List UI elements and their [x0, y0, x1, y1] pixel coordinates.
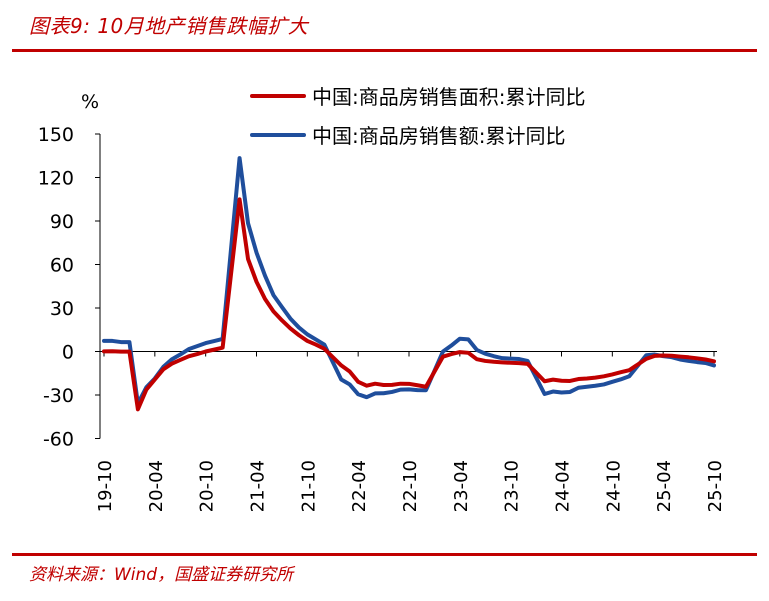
y-axis-unit: % [81, 91, 99, 113]
y-tick-label: 90 [50, 211, 74, 233]
title-divider [12, 49, 757, 52]
x-tick-label: 21-10 [298, 460, 319, 512]
x-tick-label: 25-04 [654, 460, 675, 512]
x-tick-label: 22-04 [349, 460, 370, 512]
x-tick-label: 21-04 [248, 460, 269, 512]
x-tick-label: 23-10 [502, 460, 523, 512]
y-tick-label: 150 [38, 124, 74, 146]
x-tick-label: 23-04 [451, 460, 472, 512]
x-tick-label: 24-10 [603, 460, 624, 512]
source-divider [12, 553, 757, 556]
x-tick-label: 24-04 [553, 460, 574, 512]
x-tick-label: 19-10 [95, 460, 116, 512]
y-tick-label: -30 [43, 385, 74, 407]
y-tick-label: 120 [38, 168, 74, 190]
legend-label: 中国:商品房销售额:累计同比 [312, 124, 565, 148]
y-tick-label: 0 [62, 342, 74, 364]
x-tick-label: 22-10 [400, 460, 421, 512]
y-tick-label: -60 [43, 429, 74, 451]
legend-label: 中国:商品房销售面积:累计同比 [312, 85, 585, 109]
y-tick-label: 30 [50, 298, 74, 320]
chart-axes: -60 -30 0 30 60 90 120 150% 19-10 20-04 20-10 21-04… [38, 91, 726, 512]
series-line [102, 156, 716, 406]
source-note: 资料来源：Wind，国盛证券研究所 [29, 565, 294, 585]
chart-lines [102, 156, 716, 412]
x-tick-label: 20-04 [146, 460, 167, 512]
x-tick-label: 25-10 [705, 460, 726, 512]
y-tick-label: 60 [50, 255, 74, 277]
figure-title: 图表9: 10月地产销售跌幅扩大 [29, 14, 309, 38]
x-tick-label: 20-10 [197, 460, 218, 512]
series-line [102, 197, 716, 412]
